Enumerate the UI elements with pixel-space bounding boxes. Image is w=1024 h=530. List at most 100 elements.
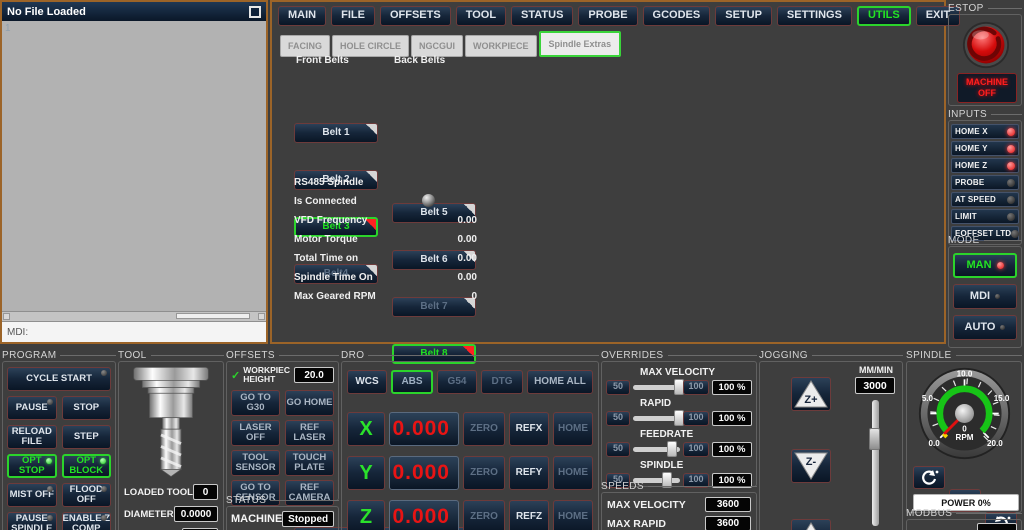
- estop-button[interactable]: [962, 21, 1010, 69]
- jog-z-plus-button[interactable]: Z+: [791, 377, 831, 411]
- mode-auto-button[interactable]: AUTO: [953, 315, 1017, 340]
- rapid-slider[interactable]: [633, 410, 685, 426]
- subtab-workpiece[interactable]: WORKPIECE: [465, 35, 537, 57]
- z-offset-value: 0.0: [182, 528, 218, 530]
- jog-z-minus-button[interactable]: Z-: [791, 449, 831, 483]
- reload-file-button[interactable]: RELOAD FILE: [7, 425, 57, 449]
- belt-7-button[interactable]: Belt 7: [392, 297, 476, 317]
- ref-x-button[interactable]: REFX: [509, 412, 549, 446]
- tab-offsets[interactable]: OFFSETS: [379, 6, 451, 26]
- triangle-up-icon: Z+: [794, 380, 828, 408]
- ref-z-button[interactable]: REFZ: [509, 500, 549, 530]
- axis-x-button[interactable]: X: [347, 412, 385, 446]
- zero-x-button[interactable]: ZERO: [463, 412, 505, 446]
- tab-probe[interactable]: PROBE: [578, 6, 638, 26]
- stop-button[interactable]: STOP: [61, 396, 111, 420]
- scrollbar-thumb[interactable]: [176, 313, 251, 319]
- home-x-button[interactable]: HOME: [553, 412, 593, 446]
- svg-text:RPM: RPM: [956, 433, 974, 442]
- flood-led: [101, 486, 107, 492]
- horizontal-scrollbar[interactable]: [2, 311, 266, 321]
- slider-thumb[interactable]: [666, 441, 677, 457]
- motor-torque-value: 0.00: [457, 234, 477, 245]
- touch-plate-button[interactable]: TOUCH PLATE: [285, 449, 334, 476]
- g54-button[interactable]: G54: [437, 370, 477, 394]
- ref-laser-button[interactable]: REF LASER: [285, 419, 334, 446]
- gcode-editor[interactable]: 1: [2, 21, 266, 311]
- zero-z-button[interactable]: ZERO: [463, 500, 505, 530]
- mdi-input[interactable]: MDI:: [2, 321, 266, 342]
- tab-status[interactable]: STATUS: [511, 6, 574, 26]
- override-min-button[interactable]: 50: [606, 379, 630, 395]
- subtab-ngcgui[interactable]: NGCGUI: [411, 35, 464, 57]
- offsets-group-title: OFFSETS: [226, 349, 339, 361]
- mode-man-button[interactable]: MAN: [953, 253, 1017, 278]
- opt-stop-button[interactable]: OPT STOP: [7, 454, 57, 478]
- belt-corner-notch: [366, 124, 377, 135]
- home-x-led: [1007, 127, 1015, 136]
- override-max-button[interactable]: 100: [683, 441, 709, 457]
- tab-tool[interactable]: TOOL: [455, 6, 507, 26]
- go-home-button[interactable]: GO HOME: [285, 389, 334, 416]
- home-all-button[interactable]: HOME ALL: [527, 370, 593, 394]
- scroll-right-arrow[interactable]: [258, 313, 265, 320]
- tool-sensor-button[interactable]: TOOL SENSOR: [231, 449, 280, 476]
- enable-z-comp-button[interactable]: ENABLE Z COMP: [61, 512, 111, 530]
- jog-speed-slider[interactable]: [868, 400, 884, 526]
- belt-1-button[interactable]: Belt 1: [294, 123, 378, 143]
- subtab-hole-circle[interactable]: HOLE CIRCLE: [332, 35, 410, 57]
- subtab-spindle-extras[interactable]: Spindle Extras: [538, 31, 622, 57]
- belt-corner-notch: [464, 298, 475, 309]
- inputs-group-title: INPUTS: [948, 108, 1022, 120]
- home-y-button[interactable]: HOME: [553, 456, 593, 490]
- max-velocity-slider[interactable]: [633, 379, 685, 395]
- tab-file[interactable]: FILE: [331, 6, 375, 26]
- jog-y-plus-button[interactable]: Y+: [791, 519, 831, 530]
- belt-3-button[interactable]: Belt 3: [294, 217, 378, 237]
- abs-button[interactable]: ABS: [391, 370, 433, 394]
- scroll-left-arrow[interactable]: [3, 313, 10, 320]
- opt-block-button[interactable]: OPT BLOCK: [61, 454, 111, 478]
- tab-utils[interactable]: UTILS: [856, 6, 911, 26]
- tab-main[interactable]: MAIN: [278, 6, 327, 26]
- mist-button[interactable]: MIST OFF: [7, 483, 57, 507]
- svg-text:5.0: 5.0: [922, 394, 934, 403]
- dtg-button[interactable]: DTG: [481, 370, 523, 394]
- ref-y-button[interactable]: REFY: [509, 456, 549, 490]
- override-min-button[interactable]: 50: [606, 410, 630, 426]
- back-belts-label: Back Belts: [394, 55, 446, 66]
- svg-text:20.0: 20.0: [987, 439, 1003, 448]
- home-z-button[interactable]: HOME: [553, 500, 593, 530]
- mode-mdi-button[interactable]: MDI: [953, 284, 1017, 309]
- belt-4-button[interactable]: Belt4: [294, 264, 378, 284]
- tab-setup[interactable]: SETUP: [715, 6, 772, 26]
- step-button[interactable]: STEP: [61, 425, 111, 449]
- go-to-g30-button[interactable]: GO TO G30: [231, 389, 280, 416]
- axis-z-button[interactable]: Z: [347, 500, 385, 530]
- slider-thumb[interactable]: [869, 427, 880, 450]
- modbus-group: MODBUS: [906, 507, 1022, 530]
- spindle-ccw-button[interactable]: [913, 466, 945, 489]
- tab-settings[interactable]: SETTINGS: [776, 6, 852, 26]
- belt-6-button[interactable]: Belt 6: [392, 250, 476, 270]
- override-max-button[interactable]: 100: [683, 410, 709, 426]
- vscroll-top-button[interactable]: [249, 5, 261, 18]
- wcs-button[interactable]: WCS: [347, 370, 387, 394]
- pause-button[interactable]: PAUSE: [7, 396, 57, 420]
- override-max-button[interactable]: 100: [683, 379, 709, 395]
- machine-off-button[interactable]: MACHINE OFF: [957, 73, 1017, 103]
- axis-y-button[interactable]: Y: [347, 456, 385, 490]
- laser-off-button[interactable]: LASER OFF: [231, 419, 280, 446]
- rapid-override: 50 100 100 %: [606, 410, 752, 426]
- override-min-button[interactable]: 50: [606, 441, 630, 457]
- feedrate-slider[interactable]: [633, 441, 680, 457]
- pause-spindle-button[interactable]: PAUSE SPINDLE: [7, 512, 57, 530]
- belt-2-button[interactable]: Belt 2: [294, 170, 378, 190]
- loaded-tool-label: LOADED TOOL: [124, 486, 193, 498]
- zero-y-button[interactable]: ZERO: [463, 456, 505, 490]
- estop-group-title: ESTOP: [948, 2, 1022, 14]
- cycle-start-button[interactable]: CYCLE START: [7, 367, 111, 391]
- tab-gcodes[interactable]: GCODES: [642, 6, 711, 26]
- subtab-facing[interactable]: FACING: [280, 35, 331, 57]
- flood-button[interactable]: FLOOD OFF: [61, 483, 111, 507]
